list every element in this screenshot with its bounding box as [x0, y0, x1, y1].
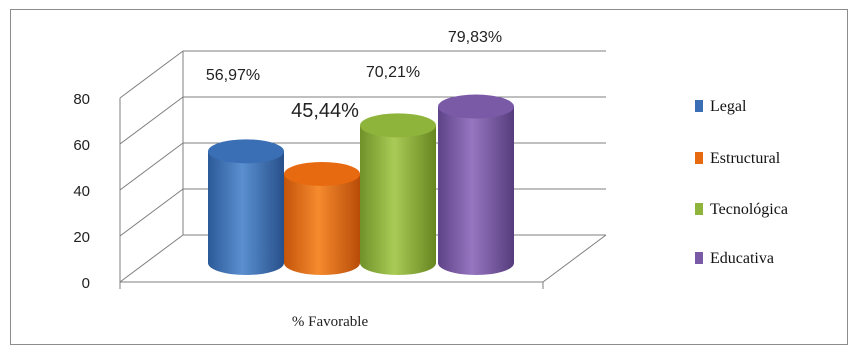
- legend: Legal Estructural Tecnológica Educativa: [695, 98, 788, 267]
- legend-label-educativa: Educativa: [710, 250, 774, 267]
- legend-swatch-tecnologica: [695, 203, 703, 215]
- data-label-estructural: 45,44%: [291, 100, 359, 122]
- legend-label-estructural: Estructural: [710, 150, 781, 167]
- y-tick-0: 0: [82, 275, 90, 292]
- data-label-legal: 56,97%: [206, 67, 260, 84]
- bar-educativa: [438, 94, 514, 275]
- bar-top-educativa: [438, 94, 514, 119]
- bar-legal: [208, 139, 284, 275]
- data-labels: 56,97% 45,44% 70,21% 79,83%: [206, 29, 502, 122]
- floor-right-diagonal: [542, 234, 607, 283]
- y-tick-40: 40: [73, 183, 90, 200]
- legend-swatch-educativa: [695, 252, 703, 264]
- legend-label-legal: Legal: [710, 98, 747, 115]
- gridline-side-0: [119, 234, 184, 283]
- gridline-side-40: [119, 142, 184, 191]
- bar-body-tecnologica: [360, 125, 436, 275]
- y-tick-60: 60: [73, 137, 90, 154]
- legend-swatch-estructural: [695, 152, 703, 164]
- gridline-side-20: [119, 188, 184, 237]
- gridline-side-80: [119, 50, 184, 99]
- data-label-tecnologica: 70,21%: [366, 64, 420, 81]
- data-label-educativa: 79,83%: [448, 29, 502, 46]
- bar-body-educativa: [438, 106, 514, 275]
- bar-top-estructural: [284, 161, 360, 186]
- bar-body-legal: [208, 151, 284, 275]
- x-category-label: % Favorable: [292, 314, 369, 330]
- bar-tecnologica: [360, 113, 436, 275]
- legend-swatch-legal: [695, 100, 703, 112]
- bar-series-group: [208, 94, 514, 275]
- bar-top-legal: [208, 139, 284, 164]
- y-axis-tick-labels: 0 20 40 60 80: [73, 91, 90, 292]
- legend-label-tecnologica: Tecnológica: [710, 201, 788, 218]
- bar-body-estructural: [284, 173, 360, 275]
- y-tick-20: 20: [73, 229, 90, 246]
- y-tick-80: 80: [73, 91, 90, 108]
- bar-top-tecnologica: [360, 113, 436, 138]
- gridline-side-60: [119, 96, 184, 145]
- bar-estructural: [284, 161, 360, 275]
